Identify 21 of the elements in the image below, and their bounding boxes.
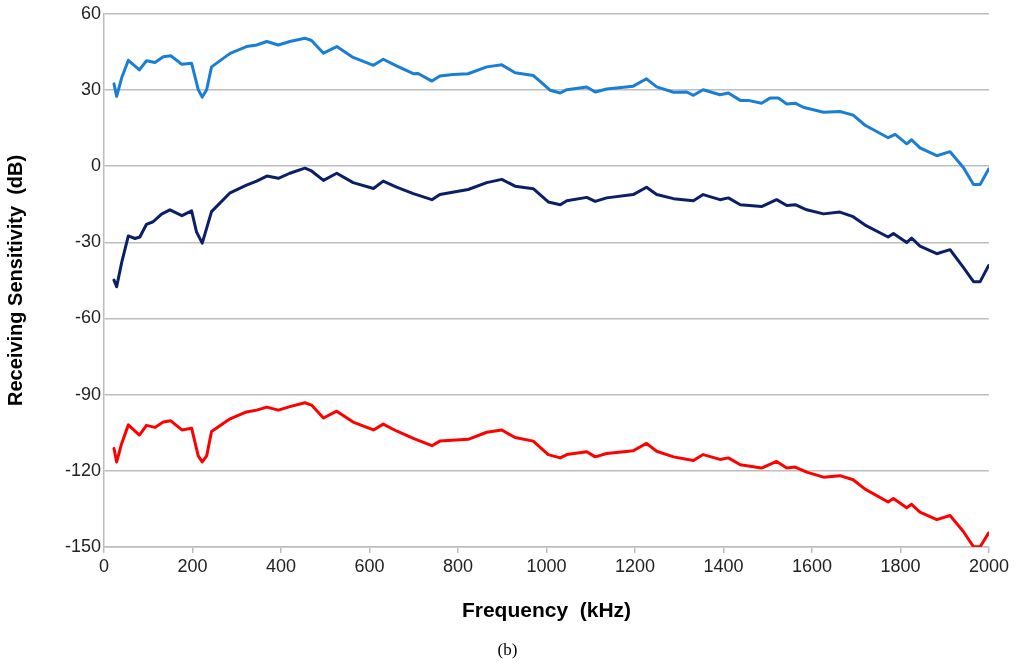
y-tick-label: -120 <box>64 459 101 480</box>
y-axis-title: Receiving Sensitivity (dB) <box>3 154 26 406</box>
x-tick-label: 1800 <box>880 555 921 576</box>
x-tick-label: 2000 <box>968 555 1010 576</box>
x-tick-label: 1400 <box>703 555 744 576</box>
y-tick-label: -150 <box>64 535 101 556</box>
x-tick-label: 200 <box>177 555 208 576</box>
x-tick-label: 800 <box>442 555 474 576</box>
x-tick-label: 400 <box>265 555 297 576</box>
x-tick-label: 1200 <box>614 555 656 576</box>
text: (b) <box>496 640 519 660</box>
y-tick-label: 0 <box>90 155 101 176</box>
y-tick-label: 30 <box>80 78 101 99</box>
y-tick-label: -60 <box>74 307 101 328</box>
y-tick-label: 60 <box>80 2 101 23</box>
x-tick-label: 1600 <box>791 555 833 576</box>
y-tick-label: -90 <box>74 383 101 404</box>
x-tick-label: 600 <box>354 555 385 576</box>
x-axis-title: Frequency (kHz) <box>461 598 632 622</box>
y-tick-label: -30 <box>74 231 101 252</box>
x-tick-label: 1000 <box>526 555 567 576</box>
